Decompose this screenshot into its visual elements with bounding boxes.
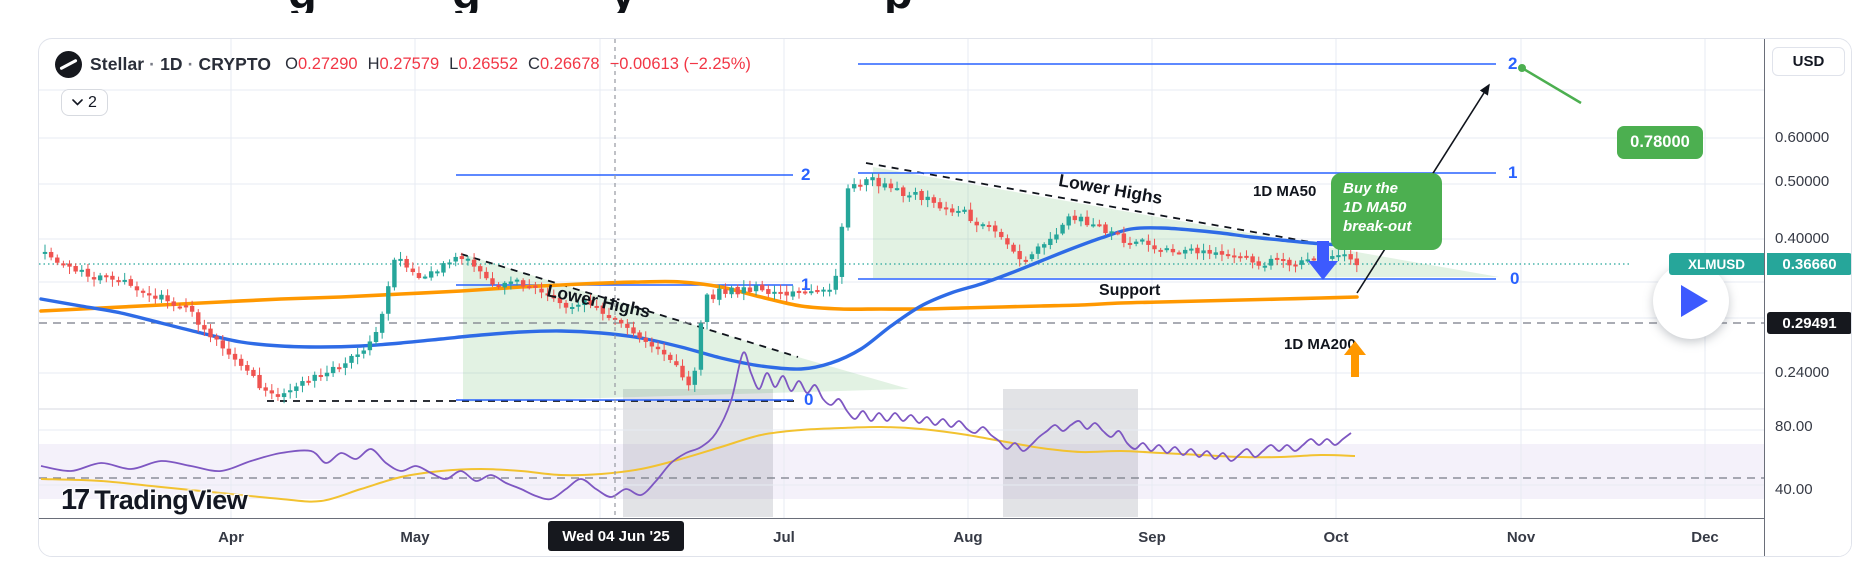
buy-breakout-callout[interactable]: Buy the 1D MA50 break-out (1331, 173, 1442, 250)
chart-canvas[interactable] (39, 39, 1764, 518)
separator-dot: · (187, 54, 194, 74)
time-scale[interactable]: Apr May Jul Aug Sep Oct Nov Dec Wed 04 J… (39, 518, 1851, 556)
price-tick: 0.24000 (1775, 364, 1830, 381)
price-target-label[interactable]: 0.78000 (1617, 126, 1703, 159)
change-readout: −0.00613 (−2.25%) (609, 55, 751, 73)
fib-left-label-0[interactable]: 0 (804, 390, 814, 409)
stellar-logo-icon (55, 51, 82, 78)
month-label: Sep (1138, 529, 1166, 546)
separator-dot: · (149, 54, 156, 74)
level-price-tag: 0.29491 (1767, 312, 1851, 334)
month-label: May (400, 529, 430, 546)
ma50-pointer-arrow-icon[interactable] (1308, 241, 1338, 280)
fib-left-label-2[interactable]: 2 (801, 165, 811, 184)
crosshair-date-tag: Wed 04 Jun '25 (548, 521, 684, 551)
indicator-tick: 40.00 (1775, 481, 1813, 498)
play-icon (1681, 285, 1708, 317)
play-button[interactable] (1653, 263, 1729, 339)
ma50-annotation[interactable]: 1D MA50 (1253, 183, 1317, 200)
cropped-page-heading: g g y p (0, 0, 1871, 13)
price-tick: 0.40000 (1775, 230, 1830, 247)
price-tick: 0.50000 (1775, 173, 1830, 190)
fib-right-label-2[interactable]: 2 (1508, 54, 1518, 73)
price-tick: 0.60000 (1775, 129, 1830, 146)
month-label: Aug (953, 529, 983, 546)
indicator-tick: 80.00 (1775, 418, 1813, 435)
month-label: Apr (218, 529, 244, 546)
tradingview-logo[interactable]: 17 TradingView (61, 484, 248, 516)
month-label: Jul (773, 529, 795, 546)
indicators-dropdown[interactable]: 2 (61, 89, 108, 116)
month-label: Dec (1691, 529, 1719, 546)
currency-toggle[interactable]: USD (1772, 47, 1845, 76)
ohlc-readout: O0.27290 H0.27579 L0.26552 C0.26678 −0.0… (285, 55, 751, 73)
fib-right-label-1[interactable]: 1 (1508, 163, 1518, 182)
ma200-pointer-arrow-icon[interactable] (1344, 341, 1366, 377)
fib-right-label-0[interactable]: 0 (1510, 269, 1520, 288)
price-scale[interactable]: USD 0.60000 0.50000 0.40000 0.24000 80.0… (1764, 39, 1851, 556)
last-price-symbol-tag: XLMUSD (1669, 253, 1764, 275)
month-label: Oct (1323, 529, 1349, 546)
support-annotation[interactable]: Support (1099, 282, 1161, 299)
symbol-title[interactable]: Stellar · 1D · CRYPTO (90, 54, 272, 74)
ma200-annotation[interactable]: 1D MA200 (1284, 336, 1356, 353)
last-price-tag: 0.36660 (1767, 253, 1851, 275)
fib-left-label-1[interactable]: 1 (801, 275, 811, 294)
tradingview-chart-widget: Stellar · 1D · CRYPTO O0.27290 H0.27579 … (38, 38, 1852, 557)
month-label: Nov (1506, 529, 1536, 546)
tradingview-mark-icon: 17 (61, 484, 90, 516)
chevron-down-icon (72, 99, 83, 106)
